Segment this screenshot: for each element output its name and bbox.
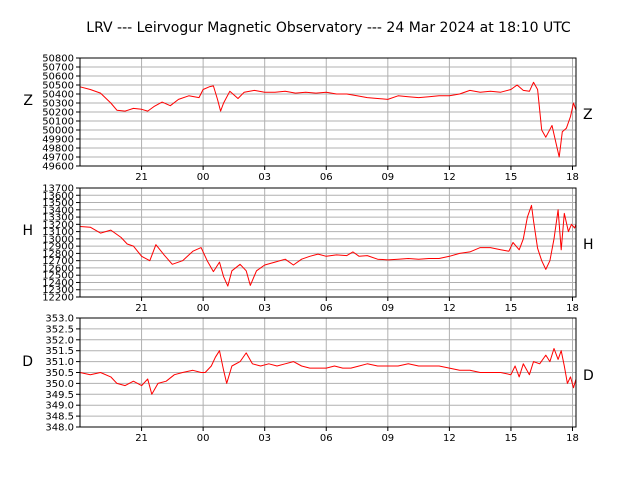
x-tick-label: 06	[320, 172, 333, 183]
plot-frame	[79, 187, 577, 298]
plot-frame	[79, 57, 577, 167]
y-tick-label: 350.0	[45, 379, 74, 390]
y-tick-label: 12700	[42, 256, 74, 267]
y-tick-label: 50200	[42, 108, 74, 119]
y-label-right: Z	[583, 107, 593, 123]
y-label-right: D	[583, 368, 594, 384]
y-tick-label: 50500	[42, 81, 74, 92]
y-tick-label: 13200	[42, 220, 74, 231]
chart-title: LRV --- Leirvogur Magnetic Observatory -…	[86, 20, 571, 36]
y-tick-label: 50100	[42, 117, 74, 128]
y-tick-label: 13600	[42, 191, 74, 202]
y-label-left: H	[22, 223, 33, 239]
y-tick-label: 13500	[42, 198, 74, 209]
x-tick-label: 21	[135, 433, 148, 444]
y-tick-label: 13100	[42, 227, 74, 238]
y-tick-label: 50800	[42, 54, 74, 65]
y-tick-label: 49800	[42, 144, 74, 155]
y-tick-label: 50000	[42, 126, 74, 137]
trace-z	[79, 81, 577, 158]
y-label-left: D	[22, 354, 33, 370]
y-tick-label: 50400	[42, 90, 74, 101]
x-tick-label: 09	[381, 172, 394, 183]
x-tick-label: 15	[505, 303, 518, 314]
y-tick-label: 50700	[42, 63, 74, 74]
x-tick-label: 09	[381, 303, 394, 314]
y-tick-label: 352.0	[45, 335, 74, 346]
y-tick-label: 13700	[42, 184, 74, 195]
x-tick-label: 12	[443, 433, 456, 444]
plot-frame	[79, 317, 577, 428]
trace-h	[79, 204, 577, 287]
y-tick-label: 12400	[42, 278, 74, 289]
y-tick-label: 349.0	[45, 401, 74, 412]
x-tick-label: 06	[320, 303, 333, 314]
y-tick-label: 12600	[42, 263, 74, 274]
y-tick-label: 351.5	[45, 346, 74, 357]
y-tick-label: 12500	[42, 271, 74, 282]
y-tick-label: 12300	[42, 285, 74, 296]
y-tick-label: 12900	[42, 242, 74, 253]
trace-d	[79, 348, 577, 395]
x-tick-label: 09	[381, 433, 394, 444]
x-tick-label: 15	[505, 172, 518, 183]
y-tick-label: 12800	[42, 249, 74, 260]
x-tick-label: 06	[320, 433, 333, 444]
x-tick-label: 18	[566, 433, 579, 444]
panel-d: 348.0348.5349.0349.5350.0350.5351.0351.5…	[22, 314, 594, 445]
x-tick-label: 00	[197, 433, 210, 444]
y-label-right: H	[583, 237, 594, 253]
x-tick-label: 21	[135, 303, 148, 314]
x-tick-label: 12	[443, 172, 456, 183]
y-tick-label: 12200	[42, 293, 74, 304]
y-tick-label: 13300	[42, 213, 74, 224]
x-tick-label: 15	[505, 433, 518, 444]
y-tick-label: 350.5	[45, 368, 74, 379]
x-tick-label: 03	[258, 433, 271, 444]
x-tick-label: 12	[443, 303, 456, 314]
x-tick-label: 00	[197, 303, 210, 314]
y-tick-label: 49600	[42, 162, 74, 173]
y-tick-label: 13400	[42, 205, 74, 216]
y-tick-label: 49900	[42, 135, 74, 146]
x-tick-label: 18	[566, 172, 579, 183]
y-tick-label: 49700	[42, 153, 74, 164]
y-tick-label: 50300	[42, 99, 74, 110]
y-tick-label: 348.0	[45, 423, 74, 434]
panel-h: 1220012300124001250012600127001280012900…	[22, 184, 593, 315]
x-tick-label: 03	[258, 303, 271, 314]
x-tick-label: 18	[566, 303, 579, 314]
y-tick-label: 349.5	[45, 390, 74, 401]
y-label-left: Z	[23, 93, 33, 109]
y-tick-label: 351.0	[45, 357, 74, 368]
x-tick-label: 21	[135, 172, 148, 183]
y-tick-label: 50600	[42, 72, 74, 83]
x-tick-label: 03	[258, 172, 271, 183]
y-tick-label: 348.5	[45, 412, 74, 423]
y-tick-label: 353.0	[45, 314, 74, 325]
x-tick-label: 00	[197, 172, 210, 183]
y-tick-label: 13000	[42, 234, 74, 245]
panel-z: 4960049700498004990050000501005020050300…	[23, 54, 592, 184]
y-tick-label: 352.5	[45, 324, 74, 335]
